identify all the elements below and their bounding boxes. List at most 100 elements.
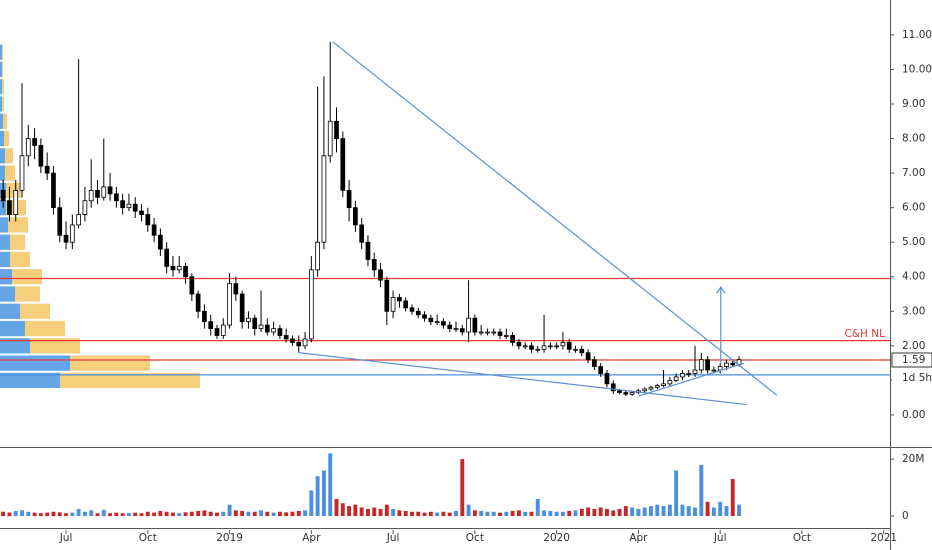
volume-bar bbox=[479, 510, 484, 517]
candle-body bbox=[478, 331, 484, 334]
volume-bar bbox=[737, 504, 741, 517]
profile-bar bbox=[4, 130, 9, 147]
candle-body bbox=[283, 335, 289, 340]
candle-body bbox=[63, 234, 69, 243]
candle-body bbox=[384, 279, 390, 312]
x-tick-label: Jul bbox=[386, 532, 400, 544]
profile-bar bbox=[0, 320, 25, 337]
volume-bar bbox=[221, 511, 226, 517]
volume-bar bbox=[548, 510, 553, 517]
candle-body bbox=[264, 324, 270, 333]
candle-body bbox=[308, 269, 314, 340]
candle-body bbox=[724, 362, 729, 367]
volume-bar bbox=[189, 511, 194, 517]
volume-bar bbox=[26, 511, 31, 517]
volume-bar bbox=[164, 511, 169, 517]
volume-bar bbox=[70, 512, 75, 517]
profile-bar bbox=[0, 372, 60, 389]
volume-bar bbox=[611, 510, 616, 517]
volume-bar bbox=[208, 511, 213, 517]
volume-bar bbox=[82, 511, 87, 517]
candle-body bbox=[359, 224, 365, 243]
profile-bar bbox=[60, 372, 200, 389]
y-tick-label: 0.00 bbox=[902, 409, 925, 421]
y-tick-label: 3.00 bbox=[902, 305, 925, 317]
candle-body bbox=[422, 314, 427, 319]
volume-bar bbox=[560, 511, 565, 517]
candle-body bbox=[19, 155, 25, 191]
volume-bar bbox=[321, 470, 326, 517]
volume-bar bbox=[523, 511, 528, 517]
x-tick-label: Oct bbox=[793, 532, 811, 544]
candle-body bbox=[541, 345, 547, 350]
candle-body bbox=[642, 388, 648, 392]
volume-bar bbox=[259, 510, 263, 517]
profile-bar bbox=[0, 44, 2, 60]
candle-body bbox=[522, 345, 528, 348]
volume-bar bbox=[636, 508, 641, 517]
volume-bar bbox=[366, 508, 370, 517]
volume-bar bbox=[623, 506, 628, 517]
candle-body bbox=[579, 348, 585, 354]
x-tick-label: Apr bbox=[629, 532, 648, 544]
volume-bar bbox=[667, 504, 672, 517]
volume-bar bbox=[693, 507, 697, 517]
volume-bar bbox=[183, 512, 188, 517]
candle-body bbox=[353, 207, 358, 226]
candle-body bbox=[730, 362, 736, 366]
profile-bar bbox=[0, 148, 5, 164]
candle-body bbox=[705, 359, 710, 371]
volume-bar bbox=[196, 510, 201, 517]
candle-body bbox=[717, 366, 723, 371]
profile-bar bbox=[0, 165, 5, 181]
y-tick-label: 2.00 bbox=[902, 340, 925, 352]
trend-line bbox=[638, 362, 745, 397]
volume-bar bbox=[340, 503, 345, 517]
profile-bar bbox=[0, 286, 15, 302]
volume-bar bbox=[699, 464, 704, 517]
volume-bar bbox=[598, 507, 603, 517]
volume-bar bbox=[605, 508, 609, 517]
candle-body bbox=[680, 373, 685, 378]
candle-body bbox=[648, 386, 654, 390]
volume-bar bbox=[7, 512, 12, 517]
volume-bar bbox=[391, 508, 396, 517]
volume-bar bbox=[38, 513, 43, 517]
volume-bar bbox=[472, 510, 477, 517]
volume-bar bbox=[542, 510, 547, 517]
candle-body bbox=[233, 283, 239, 295]
candle-body bbox=[661, 383, 666, 386]
y-tick-label: 10.00 bbox=[902, 63, 932, 75]
volume-bar bbox=[586, 507, 591, 517]
candle-body bbox=[107, 186, 113, 195]
x-tick-label: Oct bbox=[139, 532, 157, 544]
candle-body bbox=[189, 276, 195, 295]
volume-bar bbox=[422, 512, 427, 517]
volume-bar bbox=[730, 479, 735, 517]
candle-body bbox=[252, 317, 258, 329]
profile-bar bbox=[70, 355, 150, 371]
volume-bar bbox=[579, 508, 584, 517]
profile-bar bbox=[30, 338, 80, 354]
y-tick-label: 5.00 bbox=[902, 236, 925, 248]
volume-bar bbox=[101, 509, 106, 517]
volume-bar bbox=[435, 512, 440, 517]
volume-tick-label: 20M bbox=[902, 453, 924, 465]
candle-body bbox=[371, 259, 377, 271]
candle-body bbox=[258, 324, 264, 329]
volume-bar bbox=[215, 512, 219, 517]
volume-bar bbox=[447, 512, 452, 517]
candle-body bbox=[202, 310, 207, 323]
volume-bar bbox=[284, 512, 289, 517]
volume-bar bbox=[227, 504, 232, 517]
candle-body bbox=[88, 189, 94, 202]
volume-bar bbox=[32, 512, 37, 517]
candle-body bbox=[57, 207, 63, 236]
candle-body bbox=[51, 172, 56, 209]
profile-bar bbox=[5, 148, 13, 164]
volume-bar bbox=[76, 508, 81, 517]
candle-body bbox=[686, 373, 692, 375]
candle-body bbox=[126, 203, 132, 209]
volume-bar bbox=[649, 506, 653, 517]
